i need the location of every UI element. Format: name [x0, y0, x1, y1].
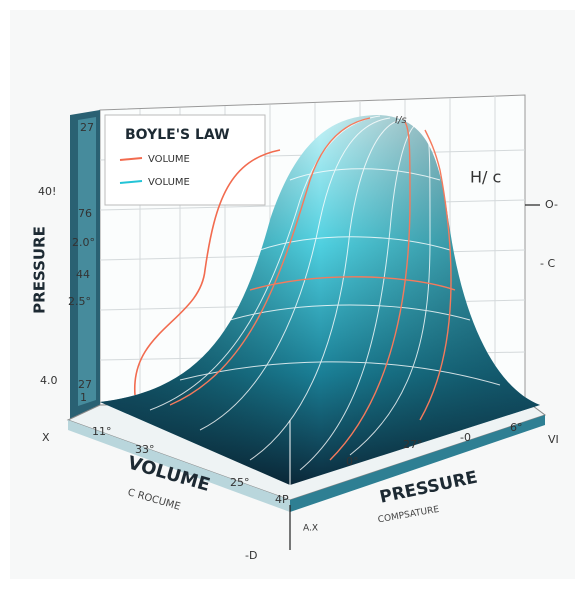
legend-item: VOLUME	[148, 154, 190, 165]
tick-label: 27	[80, 121, 94, 134]
tick-label: X	[42, 431, 50, 444]
tick-label: 11°	[92, 425, 112, 438]
tick-label: 4P	[275, 493, 289, 506]
annotation: - C	[540, 257, 555, 270]
annotation: H/ c	[470, 168, 501, 187]
legend-swatch	[119, 157, 143, 161]
tick-label: 25°	[230, 476, 250, 489]
legend-title: BOYLE'S LAW	[125, 127, 230, 143]
tick-label: 4.0	[40, 374, 58, 387]
tick-label: 1	[80, 391, 87, 404]
tick-label: 40!	[38, 185, 56, 198]
tick-label: -D	[245, 549, 257, 562]
surface-mesh	[149, 115, 501, 471]
annotation: O-	[545, 198, 558, 211]
legend-item: VOLUME	[148, 177, 190, 188]
floor-edge-right	[290, 415, 545, 512]
surface-curves	[169, 117, 456, 461]
tick-label: 0°	[346, 455, 359, 468]
tick-label: A.X	[303, 524, 318, 534]
tick-label: 27	[78, 378, 92, 391]
wall-curve	[134, 149, 281, 396]
tick-label: 33°	[135, 443, 155, 456]
floor-edge-left	[68, 420, 290, 512]
tick-label: -0	[460, 431, 471, 444]
tick-label: 76	[78, 207, 92, 220]
tick-label: 44	[76, 268, 90, 281]
y-axis-label: PRESSURE	[31, 226, 49, 314]
tick-label: VI	[548, 433, 559, 446]
tick-label: 2.5°	[68, 295, 91, 308]
tick-label: 27°	[403, 438, 423, 451]
tick-label: 2.0°	[72, 236, 95, 249]
tick-label: 6°	[510, 421, 523, 434]
legend-swatch	[119, 180, 143, 184]
annotation: I/s	[395, 115, 407, 126]
legend-box	[104, 114, 266, 206]
pillar-face	[78, 117, 96, 406]
